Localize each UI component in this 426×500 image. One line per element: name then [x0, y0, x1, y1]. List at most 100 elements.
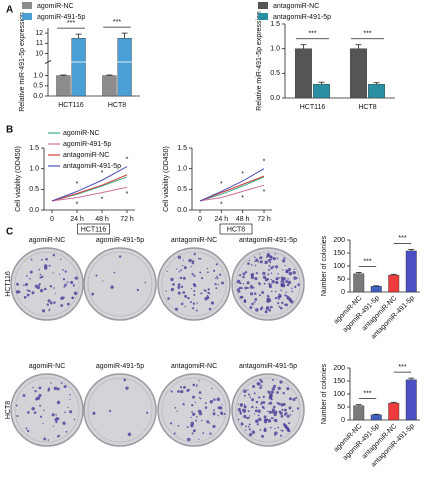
colony	[278, 298, 280, 300]
colony	[199, 397, 202, 400]
x-tick-label: 24 h	[70, 216, 84, 223]
colony	[288, 397, 292, 401]
colony	[196, 415, 198, 418]
colony	[203, 289, 206, 292]
bar	[370, 286, 382, 293]
colony	[204, 402, 207, 405]
colony	[198, 412, 203, 416]
colony	[210, 301, 215, 305]
legend-label: antagomiR-NC	[63, 152, 109, 159]
y-axis-label: Number of colonies	[321, 363, 328, 424]
colony	[287, 280, 292, 285]
significance: ***	[113, 19, 121, 26]
colony	[206, 294, 209, 297]
bar	[405, 250, 417, 293]
colony	[286, 283, 290, 287]
colony	[267, 268, 270, 271]
colony	[271, 410, 275, 414]
colony	[190, 416, 192, 419]
colony	[253, 292, 257, 295]
colony	[249, 292, 254, 296]
colony	[271, 283, 273, 285]
colony	[253, 413, 256, 415]
colony	[285, 295, 287, 297]
legend-label: antagomiR-NC	[273, 3, 319, 10]
colony	[43, 287, 47, 291]
colony	[268, 283, 272, 287]
colony	[272, 384, 277, 388]
legend-swatch	[22, 2, 32, 9]
colony	[48, 264, 51, 267]
colony	[271, 280, 275, 284]
colony	[266, 294, 270, 298]
colony	[213, 409, 216, 412]
colony	[49, 301, 53, 305]
colony	[176, 268, 178, 270]
colony	[73, 291, 78, 296]
column-label: antagomiR-NC	[171, 237, 217, 244]
colony	[144, 281, 146, 284]
colony	[186, 389, 189, 392]
colony	[261, 291, 265, 294]
colony	[190, 423, 194, 428]
colony	[63, 385, 67, 389]
colony	[243, 411, 246, 414]
colony	[254, 277, 258, 281]
colony	[277, 272, 279, 275]
dish	[83, 247, 157, 321]
colony	[183, 385, 186, 389]
colony	[196, 302, 198, 304]
dish-rim	[235, 377, 301, 443]
legend-swatch	[258, 2, 268, 9]
colony	[262, 271, 266, 276]
colony	[268, 308, 272, 312]
column-label: antagomiR-491-5p	[239, 363, 297, 370]
colony	[26, 429, 30, 433]
colony	[286, 414, 290, 418]
colony	[254, 264, 257, 267]
colony	[258, 294, 261, 297]
colony	[60, 258, 62, 260]
colony	[72, 297, 75, 300]
colony	[62, 421, 66, 425]
colony	[242, 275, 245, 279]
colony	[239, 403, 243, 407]
bar	[388, 274, 400, 293]
colony	[113, 271, 116, 274]
x-tick-label: HCT8	[358, 104, 376, 111]
colony	[296, 407, 300, 410]
colony	[274, 253, 276, 255]
colony	[43, 409, 45, 412]
colony	[291, 410, 294, 413]
colony	[53, 287, 55, 289]
colony	[276, 402, 279, 405]
colony	[240, 422, 244, 426]
colony	[187, 437, 191, 442]
y-tick-label: 1.5	[270, 21, 280, 28]
colony	[256, 382, 260, 385]
colony	[177, 424, 180, 427]
colony	[59, 273, 61, 275]
colony	[282, 259, 286, 263]
colony	[277, 295, 281, 299]
legend-label: agomiR-NC	[37, 3, 74, 10]
x-label-box	[219, 223, 253, 235]
colony	[280, 276, 284, 280]
colony	[283, 413, 287, 416]
y-tick-label: 0.5	[29, 186, 39, 193]
y-tick-label: 100	[333, 391, 345, 398]
colony	[250, 264, 253, 266]
colony	[274, 431, 278, 436]
colony	[212, 269, 216, 272]
y-axis-label: Cell viability (OD450)	[15, 146, 22, 212]
colony	[292, 398, 296, 402]
colony	[278, 305, 281, 308]
colony	[262, 395, 265, 399]
colony	[64, 283, 67, 287]
y-tick-label: 50	[337, 276, 345, 283]
colony	[259, 284, 261, 286]
colony	[247, 410, 250, 413]
colony	[180, 285, 184, 289]
colony	[295, 277, 298, 280]
colony	[53, 386, 58, 391]
